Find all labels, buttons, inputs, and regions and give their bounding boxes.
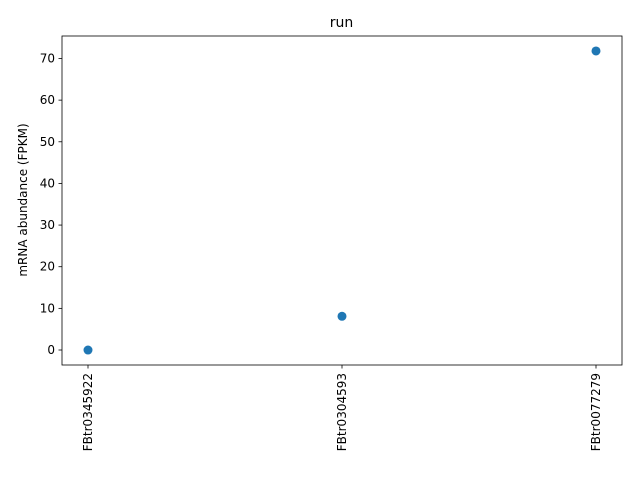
y-tick-label: 60 bbox=[40, 93, 55, 107]
y-tick-label: 40 bbox=[40, 176, 55, 190]
x-tick-label: FBtr0304593 bbox=[335, 373, 349, 451]
plot-area: 0 10 20 30 40 50 60 70 FBtr0345922 FBtr0304593 FBt… bbox=[40, 35, 623, 451]
y-tick-label: 70 bbox=[40, 51, 55, 65]
x-tick-label: FBtr0345922 bbox=[81, 373, 95, 451]
y-tick-label: 20 bbox=[40, 260, 55, 274]
y-axis-label: mRNA abundance (FPKM) bbox=[16, 123, 30, 276]
y-tick-label: 50 bbox=[40, 135, 55, 149]
y-tick-label: 10 bbox=[40, 301, 55, 315]
data-point bbox=[591, 46, 601, 56]
y-tick-label: 0 bbox=[47, 343, 55, 357]
y-tick-label: 30 bbox=[40, 218, 55, 232]
x-tick-label: FBtr0077279 bbox=[589, 373, 603, 451]
chart-title: run bbox=[330, 15, 354, 31]
data-point bbox=[337, 311, 347, 321]
data-point bbox=[83, 345, 93, 355]
